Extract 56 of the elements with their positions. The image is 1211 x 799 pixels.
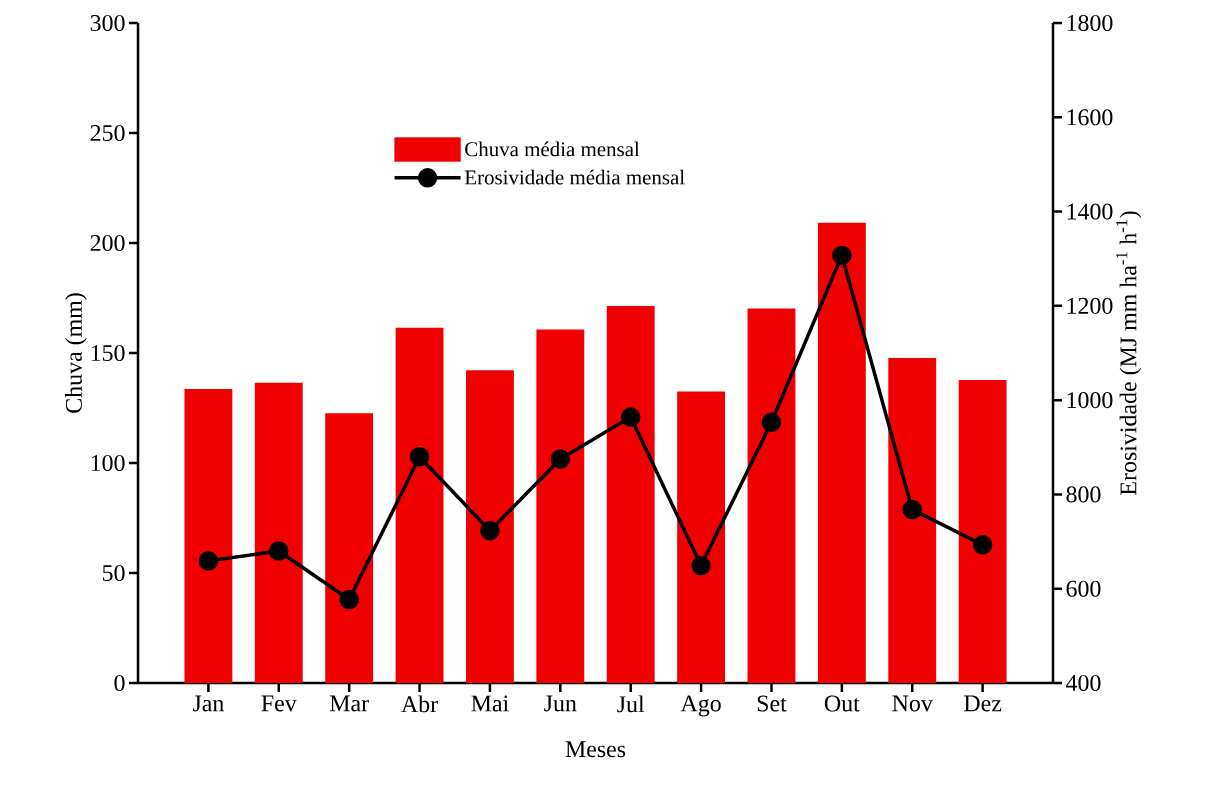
point [269, 541, 289, 561]
bar [606, 305, 655, 683]
y2-tick-label: 1600 [1067, 109, 1113, 126]
x-tick-label: Nov [892, 695, 933, 712]
x-tick-label: Mai [471, 695, 509, 712]
point [832, 245, 852, 266]
x-tick-label: Set [757, 695, 787, 712]
y2-tick-label: 1200 [1067, 297, 1113, 314]
bar [254, 382, 303, 683]
x-tick-label: Dez [964, 695, 1002, 712]
y2-tick-label: 1000 [1067, 392, 1113, 409]
bar [817, 222, 866, 683]
y-tick-label: 50 [102, 564, 125, 582]
bar [325, 413, 374, 683]
y-tick-label: 250 [90, 124, 125, 142]
point [550, 449, 571, 469]
x-tick-label: Jan [192, 695, 224, 712]
y2-tick-label: 1400 [1067, 203, 1113, 220]
bar [888, 358, 937, 683]
y-tick-label: 100 [91, 454, 125, 472]
y-tick-label: 0 [114, 674, 125, 692]
x-tick-label: Jun [544, 695, 577, 712]
y-tick-label: 200 [90, 234, 125, 252]
x-tick-label: Out [824, 695, 860, 712]
y2-tick-label: 800 [1066, 486, 1101, 503]
y2-tick-label: 600 [1066, 580, 1101, 597]
bar [958, 380, 1007, 683]
point [339, 589, 359, 610]
y-tick-label: 300 [90, 14, 125, 32]
point [620, 407, 641, 427]
bar [536, 329, 585, 683]
bar [747, 308, 796, 683]
bar [466, 370, 514, 683]
point [972, 535, 993, 555]
y-tick-label: 150 [91, 344, 125, 362]
point [409, 446, 430, 467]
x-axis-title: Meses [565, 741, 626, 758]
bar [184, 389, 233, 683]
x-tick-label: Mar [329, 695, 369, 712]
point [198, 551, 219, 571]
x-tick-label: Jul [617, 695, 645, 713]
bar [395, 327, 444, 683]
bar [677, 391, 726, 683]
point [902, 499, 922, 520]
legend-label: Chuva média mensal [465, 141, 640, 157]
x-tick-label: Ago [680, 695, 721, 717]
y2-axis-title: Erosividade (MJ mm ha$^{-1}$ h$^{-1}$) [1116, 211, 1142, 495]
y-axis-title: Chuva (mm) [65, 293, 87, 413]
point [691, 555, 711, 576]
legend-label: Erosividade média mensal [464, 169, 685, 185]
y2-tick-label: 400 [1066, 674, 1101, 692]
x-tick-label: Fev [261, 695, 297, 712]
y2-tick-label: 1800 [1067, 14, 1113, 32]
point [761, 412, 782, 433]
point [480, 520, 500, 541]
x-tick-label: Abr [401, 695, 438, 713]
